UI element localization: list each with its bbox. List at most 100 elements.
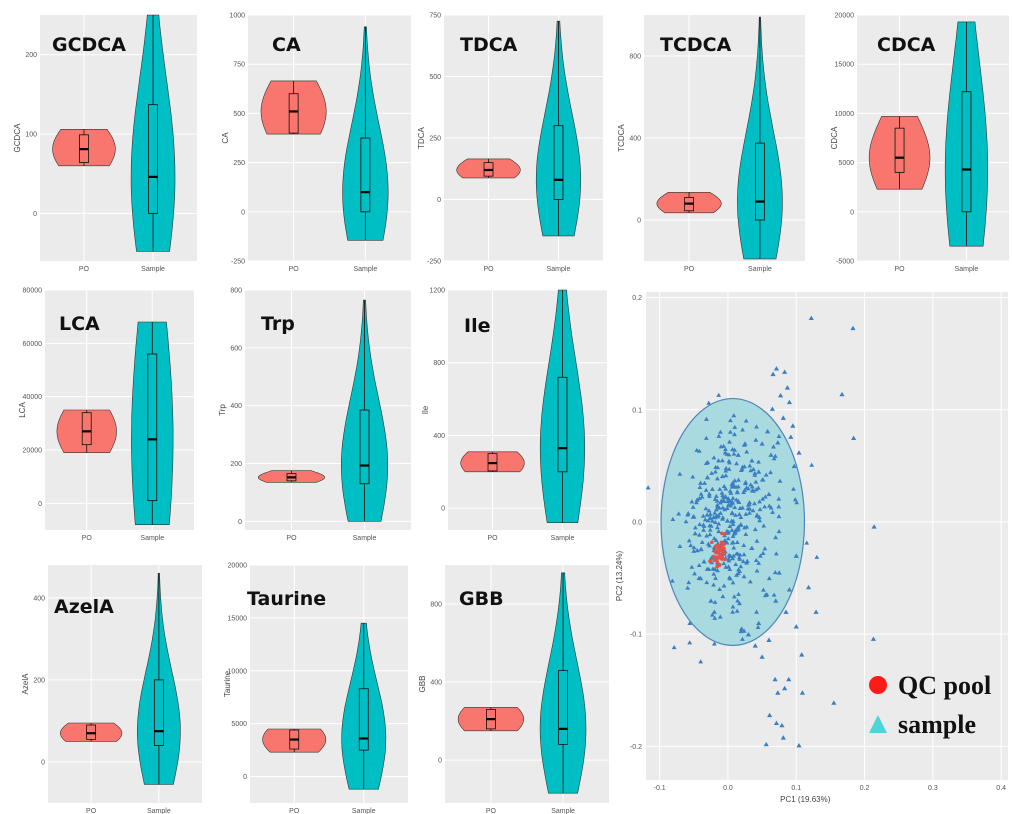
sample-point [773,720,780,725]
sample-point [697,495,702,501]
x-tick-label: PO [286,535,297,542]
x-tick-label: PO [289,808,300,814]
sample-point [711,609,717,614]
sample-point [716,433,722,438]
sample-point [759,654,765,659]
box [894,127,905,173]
sample-point [713,469,718,474]
sample-point [730,609,736,614]
box [755,142,765,221]
sample-point [780,415,786,420]
sample-point [735,484,741,489]
y-tick-label: 20000 [23,448,43,455]
y-tick-label: 80000 [23,288,43,295]
sample-point [782,369,788,374]
y-tick-label: 0 [437,197,441,204]
sample-point [724,540,730,545]
sample-point [756,459,761,464]
sample-point [691,514,697,519]
sample-point [715,525,720,530]
x-tick-label: Sample [147,808,171,814]
sample-point [779,722,785,728]
sample-point [709,612,715,617]
sample-point [814,554,820,559]
sample-point [784,385,790,390]
y-tick-label: 200 [25,52,37,59]
sample-point [692,571,697,576]
sample-point [730,521,736,526]
sample-point [721,561,727,566]
sample-point [743,531,749,536]
qc-pool-point [708,559,712,564]
sample-point [776,570,782,575]
sample-point [722,537,728,543]
sample-point [746,501,752,507]
sample-point [768,452,774,457]
sample-point [750,508,756,513]
y-tick-label: 200 [230,461,242,468]
violin-panel-cdca: -5000 0 5000 10000 15000 20000 CDCA PO Sample CDC… [830,13,1009,273]
sample-point [757,499,762,504]
sample-point [737,568,743,573]
sample-point [770,509,776,514]
sample-point [698,480,704,485]
sample-point [708,555,714,560]
sample-point [741,489,747,495]
sample-point [768,505,774,510]
sample-point [756,560,762,565]
sample-point [677,543,683,549]
sample-point [686,538,692,543]
sample-point [697,484,703,490]
sample-point [714,476,720,481]
y-tick-label: 0 [243,774,247,781]
sample-point [720,515,726,520]
y-tick-label: 0.2 [632,295,642,302]
y-axis-label: CA [221,132,230,144]
sample-point [733,512,738,517]
violin-po [60,722,123,742]
sample-point [721,498,727,504]
sample-point [796,743,802,748]
y-axis-label: LCA [18,402,27,418]
violin-sample [131,321,174,525]
y-tick-label: 5000 [231,721,247,728]
sample-point [712,510,718,515]
violin-po [656,192,722,214]
sample-point [676,511,682,516]
violin-panel-trp: 0 200 400 600 800 Trp PO Sample Trp [218,288,411,542]
x-tick-label: 0.1 [791,785,801,792]
sample-point [735,598,741,603]
sample-point [709,518,715,523]
x-tick-label: PO [86,808,97,814]
y-axis-label: GBB [418,676,427,693]
sample-point [691,545,697,550]
sample-point [831,700,837,705]
qc-pool-point [722,532,727,536]
panel-title: TDCA [460,34,518,56]
violin-body [539,572,587,794]
y-tick-label: 0 [441,506,445,513]
sample-point [686,580,692,585]
y-tick-label: 1200 [429,288,445,295]
violin-po [260,80,327,135]
violin-sample [340,299,389,522]
y-tick-label: 200 [33,677,45,684]
violin-panel-lca: 0 20000 40000 60000 80000 LCA PO Sample LCA [18,288,194,542]
sample-point [744,449,750,454]
sample-point [736,591,741,596]
sample-point [711,571,717,576]
x-tick-label: 0.0 [723,785,733,792]
sample-point [717,486,723,491]
sample-point [737,552,743,557]
violin-body [456,158,521,179]
sample-point [712,519,718,524]
y-tick-label: 250 [429,136,441,143]
sample-point [728,418,733,423]
sample-point [698,491,704,496]
sample-point [813,609,819,614]
violin-po [868,116,931,190]
y-tick-label: 0 [41,759,45,766]
x-tick-label: Sample [551,535,575,542]
box [359,409,370,485]
sample-point [749,484,755,489]
